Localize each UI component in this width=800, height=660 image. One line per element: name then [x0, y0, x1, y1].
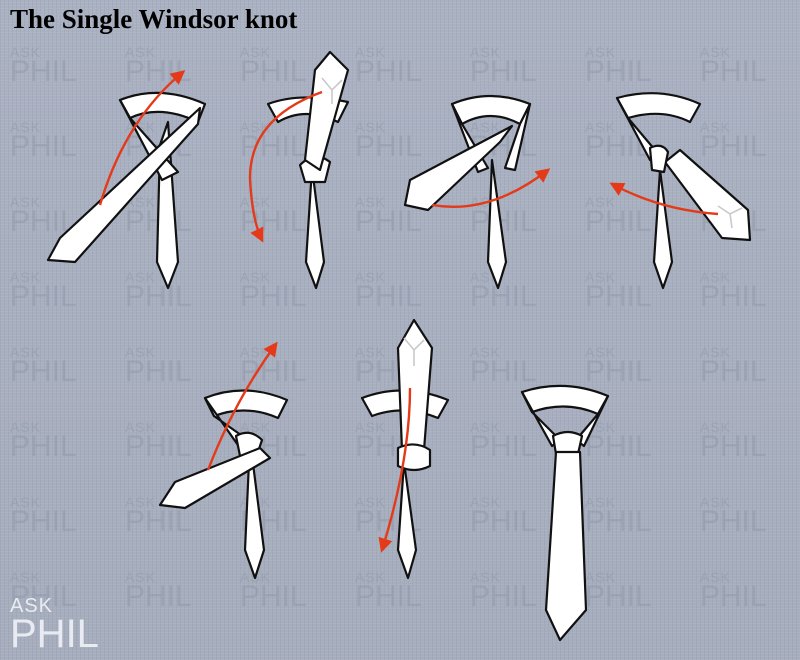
tie-knot [551, 430, 584, 456]
direction-arrow [378, 387, 412, 553]
step-7 [520, 384, 610, 642]
tie-narrow-end [486, 158, 508, 290]
tie-wide-end-across [158, 446, 272, 510]
tie-wide-end [46, 106, 202, 264]
tie-narrow-end [243, 438, 266, 580]
logo-ask-text: ASK [10, 595, 54, 617]
logo-phil-text: PHIL [10, 612, 99, 656]
tie-seam [717, 205, 743, 229]
tie-narrow-end [652, 168, 674, 290]
direction-arrow [98, 70, 186, 206]
tie-neck-loop-right [503, 102, 532, 172]
tie-wide-end-across [403, 124, 514, 212]
step-5 [158, 341, 289, 580]
tie-wide-end-up [396, 318, 434, 452]
direction-arrow [248, 90, 323, 243]
tie-wide-end-across [663, 148, 752, 242]
tie-neck-loop [520, 384, 610, 416]
tie-seam [403, 337, 425, 366]
direction-arrow [609, 182, 719, 216]
direction-arrow [431, 168, 551, 209]
tie-wide-end-up [303, 50, 350, 172]
step-4 [609, 92, 752, 290]
tie-blade [544, 450, 588, 642]
tie-narrow-end [304, 166, 326, 290]
step-1 [46, 70, 207, 290]
tie-narrow-end [396, 460, 418, 580]
ask-phil-logo: ASK PHIL [10, 596, 99, 654]
tie-neckband [615, 92, 702, 124]
direction-arrow [206, 341, 278, 471]
step-2 [248, 50, 350, 290]
tie-seam [321, 77, 343, 104]
step-6 [360, 318, 450, 580]
step-3 [403, 94, 551, 290]
page-title: The Single Windsor knot [10, 4, 298, 34]
tie-neckband [203, 389, 289, 420]
tie-neckband [450, 94, 532, 126]
tie-knot [648, 144, 670, 174]
